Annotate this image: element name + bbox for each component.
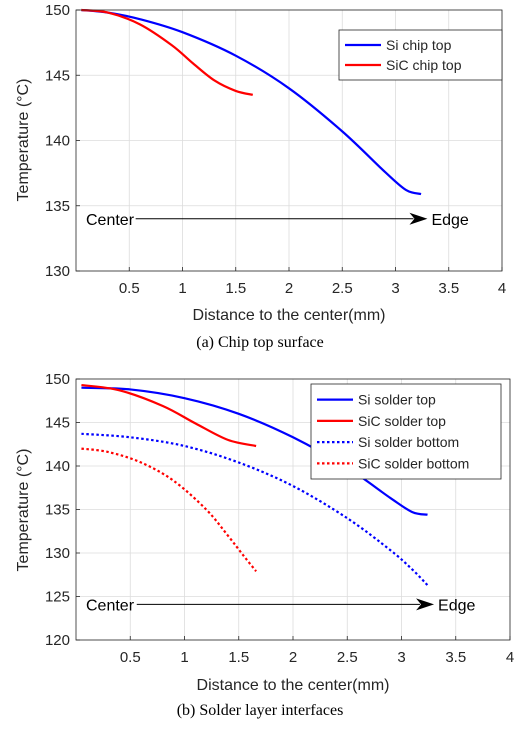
plot-b-caption: (b) Solder layer interfaces bbox=[177, 702, 344, 719]
x-tick-label: 3.5 bbox=[438, 280, 459, 297]
x-tick-label: 0.5 bbox=[120, 649, 141, 666]
legend-label: SiC solder bottom bbox=[358, 455, 469, 471]
plot-b-ticks: 0.5 1 1.5 2 2.5 3 3.5 4 120 125 130 135 140 145 150 bbox=[45, 371, 514, 666]
series-line bbox=[81, 386, 428, 516]
annotation-start-label: Center bbox=[86, 212, 135, 229]
x-tick-label: 2 bbox=[289, 649, 297, 666]
y-tick-label: 140 bbox=[45, 133, 70, 150]
legend-box bbox=[338, 29, 503, 81]
series-line bbox=[81, 447, 257, 572]
x-tick-label: 1.5 bbox=[228, 649, 249, 666]
plot-a-xlabel: Distance to the center(mm) bbox=[193, 307, 386, 324]
annotation-end-label: Edge bbox=[431, 212, 468, 229]
series-line bbox=[81, 383, 257, 448]
y-tick-label: 130 bbox=[45, 263, 70, 280]
x-tick-label: 3 bbox=[391, 280, 399, 297]
x-tick-label: 2 bbox=[285, 280, 293, 297]
plot-b-ylabel: Temperature (°C) bbox=[15, 449, 32, 572]
x-tick-label: 2.5 bbox=[337, 649, 358, 666]
legend-label: Si chip top bbox=[386, 37, 452, 53]
x-tick-label: 1 bbox=[180, 649, 188, 666]
x-tick-label: 1.5 bbox=[225, 280, 246, 297]
annotation-end-label: Edge bbox=[438, 597, 475, 614]
plot-b-legend: Si solder top SiC solder top Si solder bot… bbox=[310, 383, 502, 480]
legend-label: Si solder top bbox=[358, 392, 436, 408]
y-tick-label: 120 bbox=[45, 632, 70, 649]
x-tick-label: 0.5 bbox=[119, 280, 140, 297]
y-tick-label: 150 bbox=[45, 2, 70, 19]
series-line bbox=[81, 8, 254, 96]
plot-a-legend: Si chip top SiC chip top bbox=[338, 29, 503, 81]
y-tick-label: 145 bbox=[45, 415, 70, 432]
plot-a-caption: (a) Chip top surface bbox=[196, 334, 324, 351]
y-tick-label: 150 bbox=[45, 371, 70, 388]
y-tick-label: 145 bbox=[45, 67, 70, 84]
plot-b-xlabel: Distance to the center(mm) bbox=[197, 677, 390, 694]
plot-a-ylabel: Temperature (°C) bbox=[15, 79, 32, 202]
series-line bbox=[81, 8, 422, 196]
x-tick-label: 3.5 bbox=[445, 649, 466, 666]
x-tick-label: 1 bbox=[178, 280, 186, 297]
plot-b-annotation: Center Edge bbox=[86, 597, 476, 614]
plot-b-series bbox=[81, 383, 429, 586]
x-tick-label: 4 bbox=[498, 280, 506, 297]
y-tick-label: 135 bbox=[45, 502, 70, 519]
annotation-arrow-head bbox=[409, 212, 428, 225]
chart-a: 0.5 1 1.5 2 2.5 3 3.5 4 130 135 140 145 150 Center Ed… bbox=[15, 2, 506, 351]
plot-a-series bbox=[81, 8, 422, 196]
y-tick-label: 140 bbox=[45, 458, 70, 475]
x-tick-label: 3 bbox=[397, 649, 405, 666]
chart-b: 0.5 1 1.5 2 2.5 3 3.5 4 120 125 130 135 140 145 150 Ce… bbox=[15, 371, 514, 719]
y-tick-label: 130 bbox=[45, 545, 70, 562]
legend-label: Si solder bottom bbox=[358, 434, 459, 450]
x-tick-label: 4 bbox=[506, 649, 514, 666]
plot-a-annotation: Center Edge bbox=[86, 212, 469, 229]
annotation-start-label: Center bbox=[86, 597, 135, 614]
y-tick-label: 125 bbox=[45, 589, 70, 606]
plot-a-ticks: 0.5 1 1.5 2 2.5 3 3.5 4 130 135 140 145 150 bbox=[45, 2, 506, 297]
x-tick-label: 2.5 bbox=[332, 280, 353, 297]
annotation-arrow-head bbox=[416, 598, 435, 611]
legend-label: SiC chip top bbox=[386, 57, 462, 73]
legend-label: SiC solder top bbox=[358, 413, 446, 429]
y-tick-label: 135 bbox=[45, 198, 70, 215]
